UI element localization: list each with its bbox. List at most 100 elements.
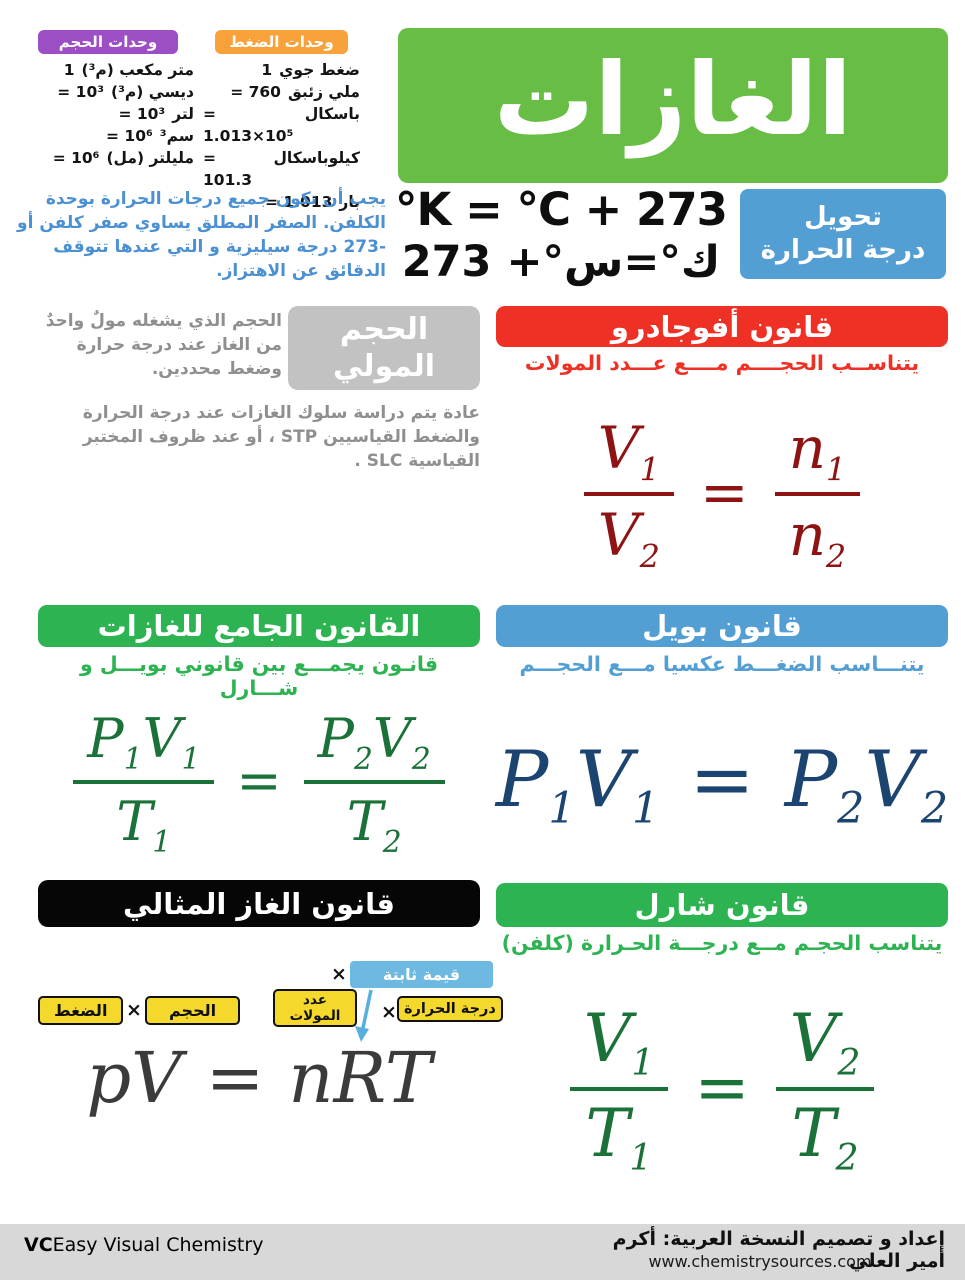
math-fraction: V1 V2 (583, 419, 674, 573)
unit-name: لتر (172, 105, 194, 123)
math-letter: V (142, 706, 182, 770)
math-subscript: 1 (181, 741, 201, 777)
website-url: www.chemistrysources.com (648, 1252, 872, 1271)
avogadro-law-subtitle: يتناســب الحجــــم مــــع عـــدد المولات (524, 351, 920, 375)
temp-box-line1: تحويل (804, 202, 882, 232)
unit-value: = 760 (230, 83, 281, 101)
ideal-gas-formula: pV = nRT (38, 1028, 480, 1128)
unit-value: = 1.013 (265, 193, 333, 211)
temp-box-line2: درجة الحرارة (760, 235, 926, 265)
math-subscript: 2 (639, 537, 660, 576)
fraction-numerator: P1V1 (73, 711, 215, 784)
math-subscript: 1 (152, 824, 172, 860)
unit-name: مليلتر (مل) (106, 149, 194, 167)
boyle-law-subtitle: يتنـــاسب الضغـــط عكسيا مـــع الحجـــم (519, 652, 925, 676)
math-subscript: 1 (631, 1041, 655, 1085)
charles-formula: V1 T1 = V2 T2 (496, 972, 948, 1202)
fraction-numerator: P2V2 (303, 711, 445, 784)
math-fraction: P2V2 T2 (303, 711, 445, 858)
math-subscript: 1 (632, 783, 660, 834)
pressure-unit-item: ضغط جوي 1 (203, 59, 360, 81)
fraction-denominator: T2 (333, 784, 416, 858)
volume-label: الحجم (145, 996, 241, 1025)
avogadro-formula: V1 V2 = n1 n2 (496, 392, 948, 592)
ideal-gas-law-header: قانون الغاز المثالي (38, 880, 480, 927)
math-letter: V (789, 1000, 838, 1078)
math-term: pV (86, 1037, 182, 1119)
charles-law-subtitle: يتناسب الحجـم مــع درجـــة الحـرارة (كلف… (501, 931, 943, 955)
math-subscript: 2 (382, 824, 402, 860)
unit-name: ديسي (م³) (111, 83, 194, 101)
symbol-T: T (384, 1037, 432, 1119)
multiply-sign: × (331, 963, 347, 985)
math-letter: V (372, 706, 412, 770)
math-letter: V (583, 1000, 632, 1078)
symbol-R: R (333, 1037, 385, 1119)
unit-name: بار (339, 193, 360, 211)
math-subscript: 1 (629, 1136, 653, 1180)
avogadro-law-header: قانون أفوجادرو (496, 306, 948, 347)
math-fraction: P1V1 T1 (73, 711, 215, 857)
unit-name: ملي زئبق (287, 83, 360, 101)
brand-logo: VCEasy Visual Chemistry (24, 1234, 263, 1256)
credit-line: إعداد و تصميم النسخة العربية: أكرم أمير … (612, 1228, 945, 1272)
math-letter: P (317, 706, 354, 770)
volume-unit-item: سم³ = 10⁶ (22, 125, 194, 147)
math-letter: P (784, 735, 838, 825)
volume-unit-item: متر مكعب (م³) 1 (22, 59, 194, 81)
math-letter: T (585, 1095, 630, 1172)
boyle-formula: P1V1 = P2V2 (496, 700, 948, 860)
pressure-unit-item: ملي زئبق = 760 (203, 81, 360, 103)
fraction-denominator: n2 (775, 496, 861, 573)
unit-name: سم³ (159, 127, 194, 145)
unit-name: متر مكعب (م³) (81, 61, 194, 79)
volume-units-header: وحدات الحجم (38, 30, 178, 54)
unit-value: = 10³ (118, 105, 166, 123)
molar-box-line2: المولي (332, 349, 436, 384)
math-fraction: V1 T1 (569, 1006, 669, 1176)
equals-sign: = (205, 1037, 265, 1119)
unit-value: = 10⁶ (52, 149, 100, 167)
math-term: P2V2 (784, 735, 948, 830)
math-letter: T (116, 790, 153, 853)
math-letter: V (864, 735, 921, 825)
stp-note: عادة يتم دراسة سلوك الغازات عند درجة الح… (82, 403, 480, 471)
footer-bar (0, 1224, 965, 1280)
poster-title: الغازات (398, 28, 948, 183)
arrow-down-icon (355, 989, 373, 1042)
temp-conversion-box: تحويل درجة الحرارة (740, 189, 946, 279)
pressure-unit-item: باسكال = 1.013×10⁵ (203, 103, 360, 147)
volume-unit-item: لتر = 10³ (22, 103, 194, 125)
combined-law-subtitle: قانـون يجمـــع بين قانوني بويـــل و شـــ… (79, 652, 439, 700)
fraction-numerator: V2 (775, 1006, 875, 1091)
math-letter: n (788, 413, 826, 482)
combined-law-header: القانون الجامع للغازات (38, 605, 480, 647)
equals-sign: = (694, 1048, 750, 1126)
fraction-numerator: V1 (569, 1006, 669, 1091)
fraction-denominator: T1 (571, 1091, 666, 1176)
math-subscript: 1 (825, 450, 847, 489)
combined-formula: P1V1 T1 = P2V2 T2 (38, 690, 480, 870)
kelvin-note: يجب أن تكون جميع درجات الحرارة بوحدة الك… (17, 189, 386, 281)
unit-value: = 10⁶ (106, 127, 153, 145)
volume-unit-item: مليلتر (مل) = 10⁶ (22, 147, 194, 169)
math-subscript: 2 (837, 783, 865, 834)
equals-sign: = (699, 458, 749, 526)
charles-law-header: قانون شارل (496, 883, 948, 927)
math-letter: n (788, 501, 826, 569)
molar-volume-description: الحجم الذي يشغله مولٌ واحدٌ من الغاز عند… (45, 311, 282, 379)
math-subscript: 2 (411, 741, 431, 777)
molar-volume-box: الحجم المولي (288, 306, 480, 390)
unit-name: كيلوباسكال (273, 149, 360, 167)
unit-name: باسكال (304, 105, 360, 123)
pressure-units-panel: وحدات الضغط ضغط جوي 1 ملي زئبق = 760 باس… (203, 30, 360, 213)
fraction-denominator: T2 (777, 1091, 872, 1176)
temp-formula-latin: °K = °C + 273 (395, 183, 728, 236)
math-term: P1V1 (496, 735, 659, 830)
pressure-unit-item: بار = 1.013 (203, 191, 360, 213)
unit-value: = 101.3 (203, 149, 253, 189)
pressure-label: الضغط (38, 996, 124, 1025)
volume-unit-item: ديسي (م³) = 10³ (22, 81, 194, 103)
multiply-sign: × (126, 999, 142, 1021)
moles-label: عدد المولات (273, 989, 357, 1027)
